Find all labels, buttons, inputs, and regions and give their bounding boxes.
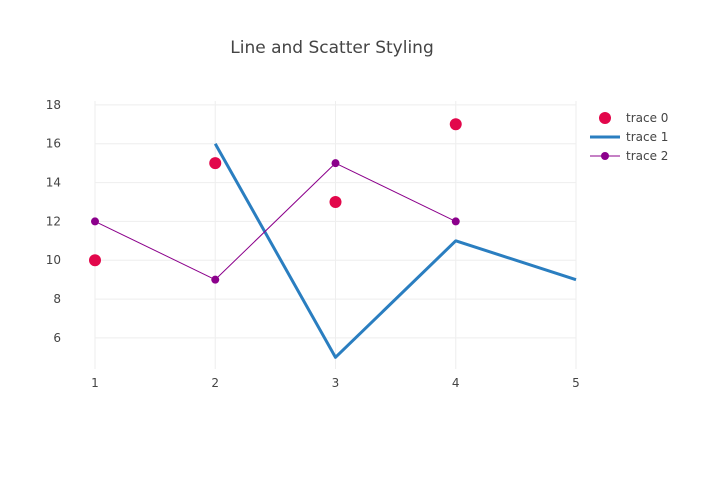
x-tick-label: 5 [572, 376, 580, 390]
legend-item[interactable]: trace 2 [590, 149, 668, 163]
data-point [449, 118, 462, 131]
data-point [89, 254, 101, 267]
data-point [209, 157, 222, 170]
chart-title: Line and Scatter Styling [230, 38, 434, 58]
legend-label: trace 1 [626, 130, 668, 144]
data-point [91, 217, 99, 226]
data-point [451, 217, 460, 226]
series-trace-1 [213, 142, 577, 359]
x-tick-label: 4 [452, 376, 460, 390]
legend-item[interactable]: trace 1 [590, 130, 668, 144]
x-tick-label: 1 [91, 376, 99, 390]
y-tick-label: 14 [46, 176, 61, 190]
data-point [329, 195, 342, 208]
y-tick-label: 12 [46, 214, 61, 228]
series-trace-2 [91, 159, 460, 284]
data-point [211, 275, 220, 284]
y-tick-label: 6 [53, 331, 61, 345]
y-tick-label: 8 [53, 292, 61, 306]
series-line [94, 162, 456, 281]
legend-label: trace 2 [626, 149, 668, 163]
series-layer [89, 118, 577, 359]
x-tick-label: 3 [332, 376, 340, 390]
series-line [213, 142, 577, 359]
legend[interactable]: trace 0 trace 1 trace 2 [590, 111, 668, 163]
y-tick-label: 18 [46, 98, 61, 112]
grid-layer [94, 101, 577, 369]
series-trace-0 [89, 118, 462, 267]
y-tick-label: 10 [46, 253, 61, 267]
y-tick-label: 16 [46, 137, 61, 151]
legend-item[interactable]: trace 0 [599, 111, 668, 125]
legend-marker [599, 112, 611, 124]
x-tick-label: 2 [211, 376, 219, 390]
legend-marker [601, 152, 609, 160]
data-point [331, 159, 340, 168]
legend-label: trace 0 [626, 111, 668, 125]
